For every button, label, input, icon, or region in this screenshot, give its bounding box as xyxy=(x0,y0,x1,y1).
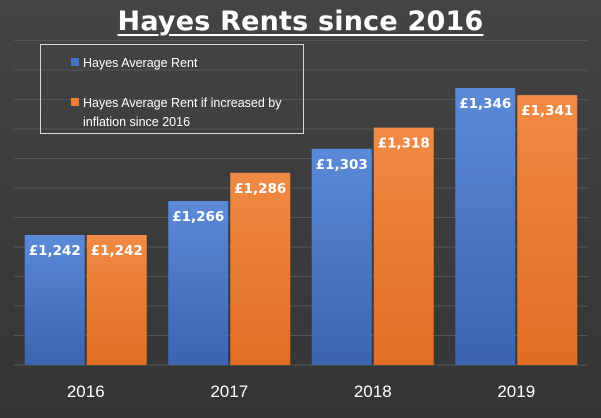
x-axis-ticks: 2016 2017 2018 2019 xyxy=(67,382,535,401)
bar-2019-inflation-rent xyxy=(517,95,578,365)
data-label: £1,266 xyxy=(172,209,224,225)
legend-label: Hayes Average Rent if increased by infla… xyxy=(83,96,282,129)
legend-swatch-blue xyxy=(71,58,79,66)
bars xyxy=(24,88,578,365)
data-label: £1,341 xyxy=(521,103,573,119)
data-label: £1,318 xyxy=(378,136,430,152)
data-labels: £1,242 £1,242 £1,266 £1,286 £1,303 £1,318 £1,3… xyxy=(29,96,574,259)
data-label: £1,303 xyxy=(316,157,368,173)
bar-2018-average-rent xyxy=(311,148,372,365)
data-label: £1,242 xyxy=(29,243,81,259)
data-label: £1,286 xyxy=(234,181,286,197)
legend-swatch-orange xyxy=(71,98,79,106)
chart-title: Hayes Rents since 2016 xyxy=(117,6,484,37)
data-label: £1,346 xyxy=(459,96,511,112)
bar-2016-inflation-rent xyxy=(86,235,147,365)
x-tick-label: 2018 xyxy=(354,382,392,401)
x-tick-label: 2016 xyxy=(67,382,105,401)
x-tick-label: 2017 xyxy=(210,382,248,401)
legend: Hayes Average Rent Hayes Average Rent if… xyxy=(40,44,304,134)
legend-item-inflation-rent: Hayes Average Rent if increased by infla… xyxy=(71,94,319,132)
data-label: £1,242 xyxy=(91,243,143,259)
x-tick-label: 2019 xyxy=(497,382,535,401)
legend-item-average-rent: Hayes Average Rent xyxy=(71,54,319,73)
bar-2018-inflation-rent xyxy=(373,127,434,365)
bar-2019-average-rent xyxy=(455,88,516,365)
bar-2017-average-rent xyxy=(168,201,229,365)
bar-2016-average-rent xyxy=(24,235,85,365)
bar-2017-inflation-rent xyxy=(230,172,291,365)
legend-label: Hayes Average Rent xyxy=(83,56,198,70)
